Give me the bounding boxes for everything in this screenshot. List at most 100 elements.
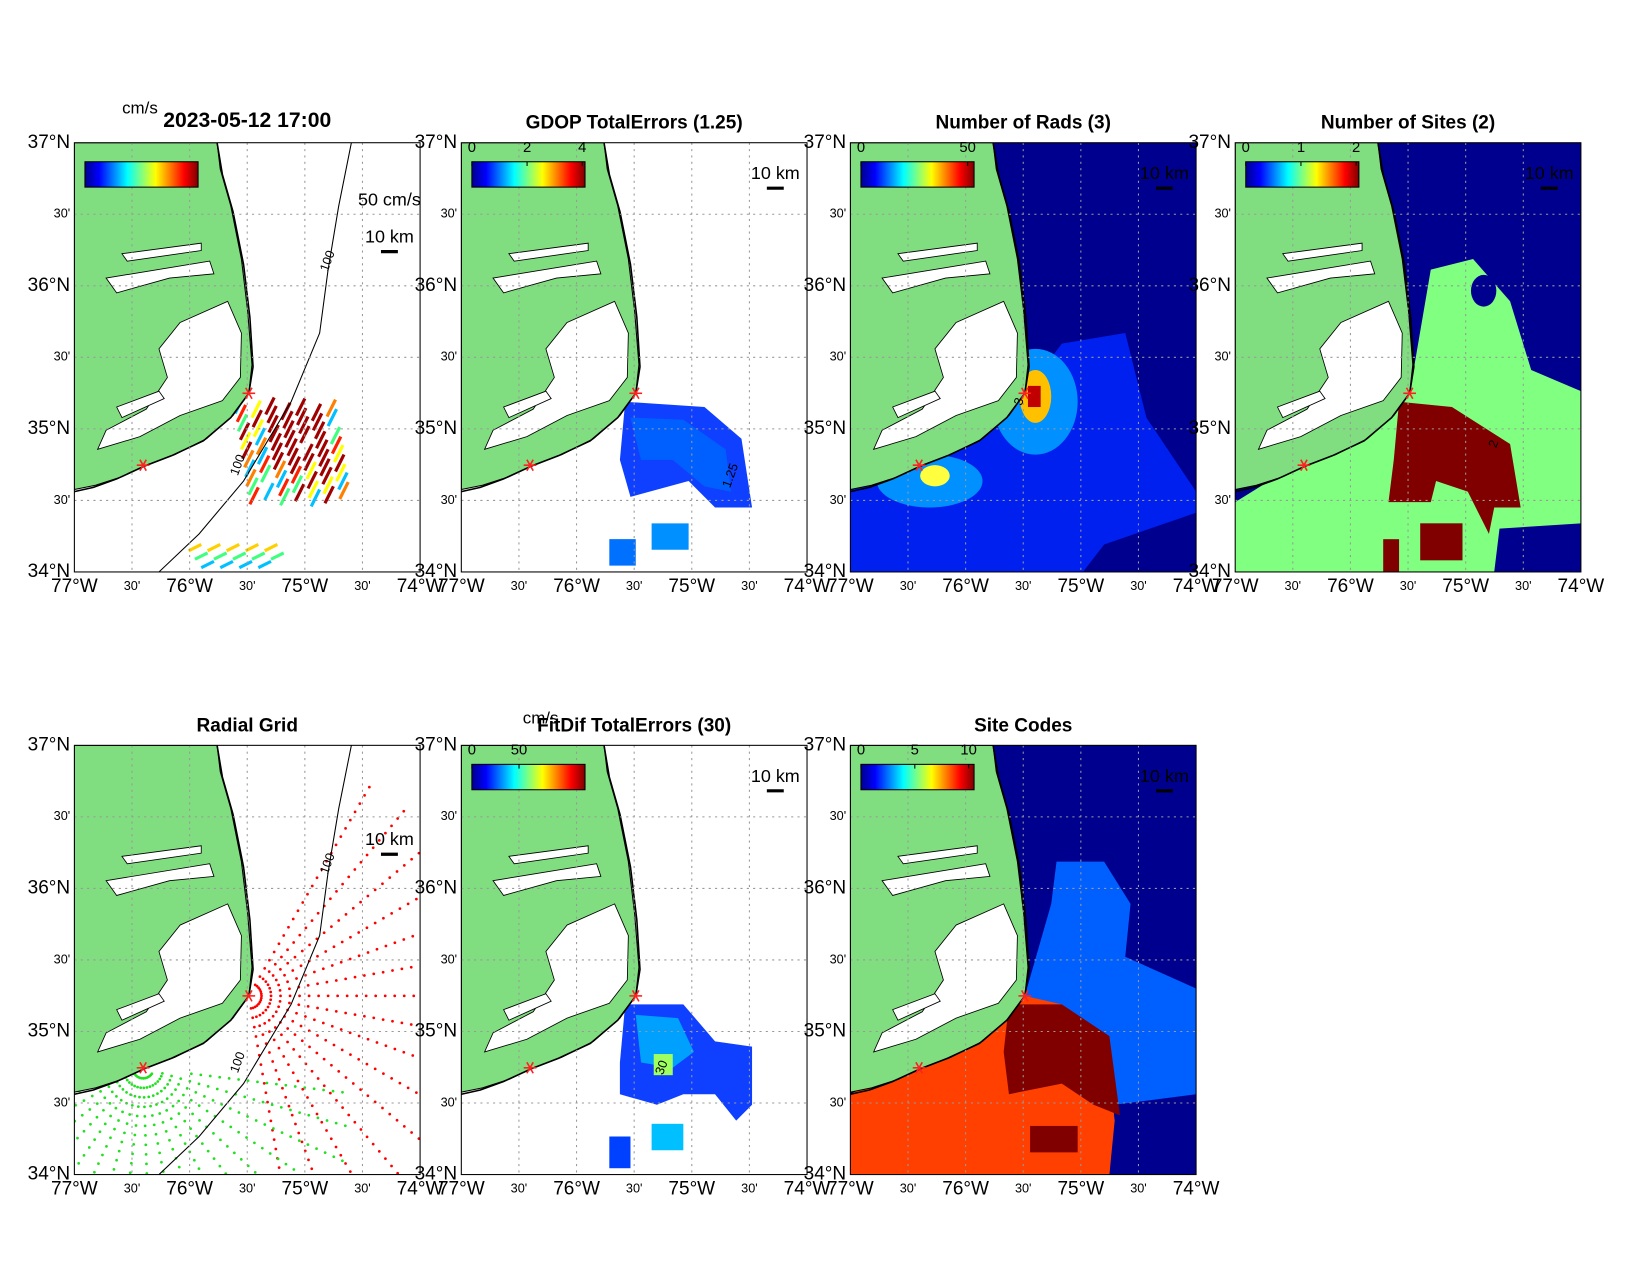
lat-label: 30' bbox=[54, 207, 71, 221]
velocity-vector bbox=[321, 466, 333, 485]
velocity-vector bbox=[335, 463, 347, 482]
radial-point bbox=[160, 1100, 164, 1104]
sound bbox=[105, 863, 215, 896]
radial-point bbox=[132, 1143, 136, 1146]
radial-point bbox=[288, 1001, 291, 1005]
lon-label: 30' bbox=[511, 579, 528, 593]
radial-point bbox=[359, 1088, 362, 1092]
radial-point bbox=[348, 1031, 352, 1035]
radial-point bbox=[344, 1011, 348, 1015]
radial-point bbox=[177, 1082, 180, 1086]
radial-point bbox=[359, 900, 362, 904]
sound bbox=[1276, 390, 1326, 419]
radial-point bbox=[98, 1130, 102, 1134]
radial-point bbox=[278, 1000, 282, 1003]
radial-point bbox=[353, 1013, 357, 1016]
radial-point bbox=[118, 1084, 122, 1088]
radial-point bbox=[313, 970, 316, 974]
sound bbox=[508, 242, 589, 262]
radial-point bbox=[308, 1045, 311, 1049]
radial-point bbox=[114, 1106, 118, 1110]
contour-label: 100 bbox=[317, 851, 337, 876]
velocity-vector bbox=[323, 485, 335, 504]
radial-point bbox=[344, 1076, 348, 1079]
radial-point bbox=[277, 1166, 281, 1170]
radial-point bbox=[307, 994, 311, 998]
radial-point bbox=[158, 1112, 162, 1115]
radial-point bbox=[195, 1134, 198, 1138]
radial-point bbox=[212, 1132, 215, 1135]
velocity-vector bbox=[282, 410, 294, 429]
lat-label: 34°N bbox=[1188, 561, 1230, 582]
radial-point bbox=[402, 809, 406, 813]
velocity-vector bbox=[274, 460, 287, 479]
velocity-vector bbox=[319, 458, 331, 477]
radial-point bbox=[259, 992, 263, 996]
radial-point bbox=[259, 996, 263, 1000]
velocity-vector bbox=[264, 396, 276, 416]
site-marker bbox=[244, 990, 253, 1002]
radial-point bbox=[278, 989, 282, 992]
radial-point bbox=[284, 1095, 288, 1099]
radial-point bbox=[365, 926, 369, 930]
radial-point bbox=[177, 1112, 181, 1115]
sound bbox=[1282, 242, 1363, 262]
colorbar-tick-label: 0 bbox=[1242, 140, 1250, 156]
radial-point bbox=[155, 1103, 158, 1106]
radial-point bbox=[251, 1016, 255, 1020]
radial-point bbox=[292, 1047, 296, 1051]
radial-point bbox=[229, 1125, 233, 1129]
radial-point bbox=[391, 1019, 394, 1023]
lon-label: 76°W bbox=[942, 1178, 989, 1199]
radial-point bbox=[377, 1150, 381, 1153]
radial-point bbox=[266, 983, 270, 987]
scale-label: 10 km bbox=[1525, 163, 1574, 183]
radial-point bbox=[315, 1051, 319, 1055]
velocity-vector bbox=[194, 551, 209, 561]
radial-point bbox=[353, 868, 357, 871]
lon-label: 76°W bbox=[166, 1178, 213, 1199]
radial-point bbox=[363, 974, 366, 977]
radial-point bbox=[97, 1162, 100, 1165]
radial-point bbox=[267, 1110, 271, 1113]
lat-label: 30' bbox=[441, 493, 458, 507]
radial-point bbox=[128, 1113, 132, 1116]
radial-point bbox=[268, 986, 272, 990]
radial-point bbox=[391, 969, 394, 972]
radial-point bbox=[183, 1119, 187, 1123]
radial-point bbox=[340, 940, 344, 944]
radial-point bbox=[251, 1006, 255, 1010]
axes-box bbox=[849, 142, 1197, 573]
velocity-vector bbox=[245, 468, 257, 488]
sites-field bbox=[1470, 274, 1497, 307]
radial-point bbox=[274, 1147, 278, 1151]
radial-point bbox=[357, 1057, 361, 1061]
lon-label: 77°W bbox=[438, 576, 485, 597]
lon-label: 76°W bbox=[942, 576, 989, 597]
sound bbox=[483, 903, 629, 1053]
site-marker bbox=[526, 1061, 534, 1074]
radial-point bbox=[381, 882, 384, 886]
radial-point bbox=[237, 1130, 241, 1134]
radial-point bbox=[254, 1035, 258, 1038]
radial-point bbox=[177, 1165, 181, 1169]
radial-point bbox=[261, 1072, 264, 1076]
velocity-vector bbox=[239, 431, 252, 451]
radial-point bbox=[328, 1091, 332, 1095]
velocity-vector bbox=[289, 456, 301, 475]
radial-point bbox=[277, 1077, 281, 1081]
radial-point bbox=[366, 951, 370, 954]
radial-point bbox=[290, 1113, 294, 1117]
axes-box bbox=[73, 142, 421, 573]
radial-point bbox=[224, 1172, 228, 1175]
contour-label: 100 bbox=[317, 249, 337, 274]
radial-point bbox=[279, 994, 282, 998]
lon-label: 75°W bbox=[281, 576, 328, 597]
radial-point bbox=[339, 1028, 343, 1031]
velocity-vector bbox=[330, 435, 343, 455]
sound bbox=[116, 993, 165, 1021]
radial-point bbox=[283, 973, 286, 977]
radial-point bbox=[306, 1004, 310, 1008]
velocity-vector bbox=[322, 476, 334, 495]
radial-point bbox=[353, 810, 357, 814]
